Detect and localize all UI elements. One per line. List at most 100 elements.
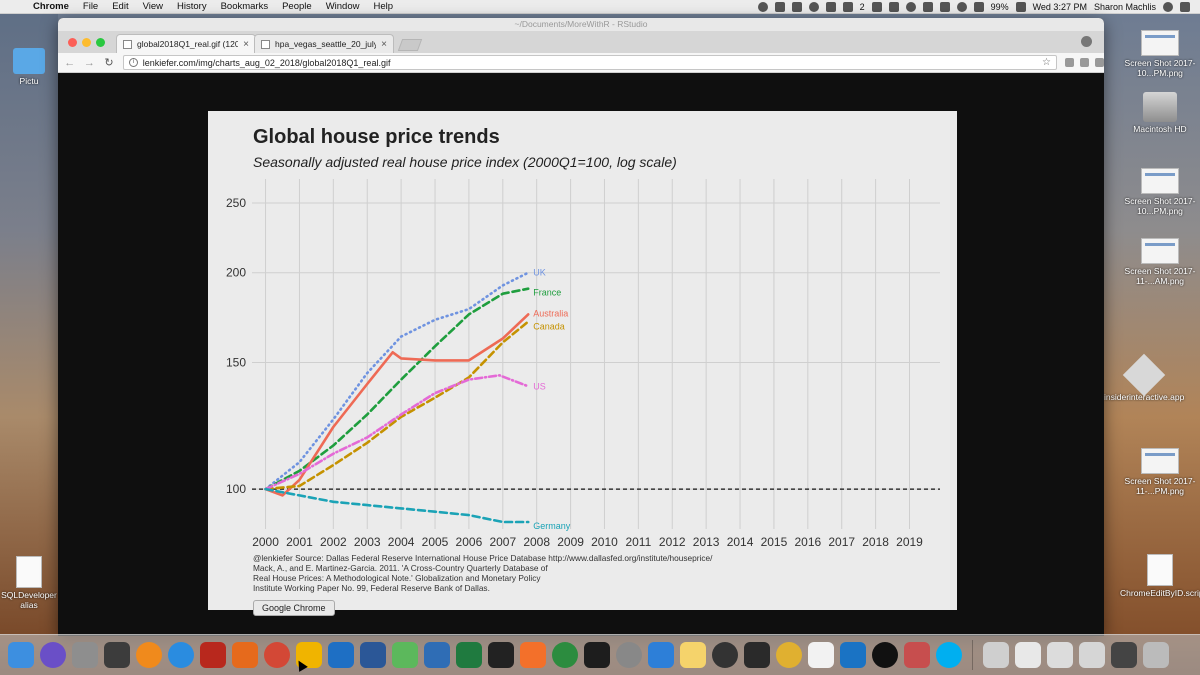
menu-file[interactable]: File <box>82 1 99 12</box>
filezilla-icon[interactable] <box>200 642 226 668</box>
desktop-item-sqldeveloper[interactable]: SQLDeveloper alias <box>0 556 58 610</box>
atom-icon[interactable] <box>392 642 418 668</box>
close-window-button[interactable] <box>68 38 77 47</box>
chrome-canary-icon[interactable] <box>776 642 802 668</box>
folder-icon[interactable] <box>1079 642 1105 668</box>
launchpad-icon[interactable] <box>72 642 98 668</box>
mail-icon[interactable] <box>842 1 853 12</box>
desktop-item-macintosh-hd[interactable]: Macintosh HD <box>1120 92 1200 134</box>
menu-bookmarks[interactable]: Bookmarks <box>220 1 269 12</box>
bookmark-star-icon[interactable]: ☆ <box>1042 57 1051 68</box>
desktop-item-insiderinteractive[interactable]: insiderinteractive.app <box>1104 353 1184 402</box>
status-app-icon[interactable] <box>808 1 819 12</box>
desktop-item-screenshot[interactable]: Screen Shot 2017-11-...PM.png <box>1120 448 1200 496</box>
menu-history[interactable]: History <box>177 1 207 12</box>
desktop-item-screenshot[interactable]: Screen Shot 2017-10...PM.png <box>1120 168 1200 216</box>
wifi-icon[interactable] <box>956 1 967 12</box>
display-icon[interactable] <box>1111 642 1137 668</box>
ie-icon[interactable] <box>840 642 866 668</box>
airplay-icon[interactable] <box>922 1 933 12</box>
user-name[interactable]: Sharon Machlis <box>1093 1 1156 12</box>
notes-icon[interactable] <box>680 642 706 668</box>
desktop-item-pictures[interactable]: Pictu <box>4 48 54 86</box>
tab-hpa-vegas-seattle[interactable]: hpa_vegas_seattle_20_july2018 × <box>254 34 394 53</box>
extension-icon[interactable] <box>1064 58 1074 67</box>
back-arrow-icon[interactable]: ← <box>64 56 76 69</box>
finder-icon[interactable] <box>8 642 34 668</box>
reload-icon[interactable]: ↻ <box>104 57 114 69</box>
address-bar-url[interactable]: lenkiefer.com/img/charts_aug_02_2018/glo… <box>142 57 391 68</box>
console-icon[interactable] <box>744 642 770 668</box>
notification-center-icon[interactable] <box>1180 1 1190 12</box>
spotlight-icon[interactable] <box>1163 1 1173 12</box>
mission-control-icon[interactable] <box>104 642 130 668</box>
menu-window[interactable]: Window <box>325 1 360 12</box>
outlook-icon[interactable] <box>328 642 354 668</box>
downloads-icon[interactable] <box>983 642 1009 668</box>
tab-close-icon[interactable]: × <box>243 38 249 50</box>
safari-icon[interactable] <box>168 642 194 668</box>
x-tick-label: 2012 <box>659 535 686 549</box>
excel-icon[interactable] <box>456 642 482 668</box>
firefox-icon[interactable] <box>232 642 258 668</box>
clock[interactable]: Wed 3:27 PM <box>1032 1 1087 12</box>
zoom-window-button[interactable] <box>96 38 105 47</box>
tab-close-icon[interactable]: × <box>381 38 387 50</box>
address-bar[interactable]: i lenkiefer.com/img/charts_aug_02_2018/g… <box>122 55 1057 70</box>
sublime-icon[interactable] <box>520 642 546 668</box>
desktop-item-chrome-edit-script[interactable]: ChromeEditByID.script <box>1120 554 1200 598</box>
series-line-australia <box>264 313 530 497</box>
info-icon[interactable]: i <box>128 58 138 67</box>
battery-percent[interactable]: 99% <box>990 1 1009 12</box>
chrome-icon[interactable] <box>264 642 290 668</box>
activity-monitor-icon[interactable] <box>584 642 610 668</box>
menu-app-chrome[interactable]: Chrome <box>33 1 69 12</box>
x-tick-label: 2002 <box>320 535 347 549</box>
extension-icon[interactable] <box>1079 58 1089 67</box>
vlc-icon[interactable] <box>136 642 162 668</box>
chrome-menu-icon[interactable] <box>1094 58 1104 67</box>
status-app-icon[interactable] <box>825 1 836 12</box>
status-app-icon[interactable] <box>757 1 768 12</box>
word-icon[interactable] <box>360 642 386 668</box>
skype-icon[interactable] <box>936 642 962 668</box>
battery-icon[interactable] <box>1015 1 1026 12</box>
r-icon[interactable] <box>424 642 450 668</box>
chrome-window: ~/Documents/MoreWithR - RStudio global20… <box>58 18 1104 636</box>
bluetooth-icon[interactable] <box>939 1 950 12</box>
siri-icon[interactable] <box>40 642 66 668</box>
menu-people[interactable]: People <box>282 1 312 12</box>
obs-icon[interactable] <box>872 642 898 668</box>
terminal-icon[interactable] <box>488 642 514 668</box>
time-machine-status-icon[interactable] <box>905 1 916 12</box>
volume-icon[interactable] <box>973 1 984 12</box>
forward-arrow-icon[interactable]: → <box>83 56 95 69</box>
app-store-icon[interactable] <box>648 642 674 668</box>
time-machine-icon[interactable] <box>552 642 578 668</box>
status-app-icon[interactable] <box>774 1 785 12</box>
status-app-icon[interactable] <box>871 1 882 12</box>
wunderlist-icon[interactable] <box>296 642 322 668</box>
status-app-icon[interactable] <box>888 1 899 12</box>
desktop-item-screenshot[interactable]: Screen Shot 2017-11-...AM.png <box>1120 238 1200 286</box>
menu-edit[interactable]: Edit <box>112 1 129 12</box>
status-app-icon[interactable] <box>791 1 802 12</box>
rpi-icon[interactable] <box>904 642 930 668</box>
profile-icon[interactable] <box>1081 36 1092 47</box>
documents-icon[interactable] <box>1015 642 1041 668</box>
textedit-icon[interactable] <box>808 642 834 668</box>
trash-icon[interactable] <box>1143 642 1169 668</box>
menu-help[interactable]: Help <box>373 1 394 12</box>
new-tab-button[interactable] <box>397 39 423 51</box>
desktop-item-label: Screen Shot 2017-10...PM.png <box>1124 196 1196 216</box>
x-tick-label: 2014 <box>727 535 754 549</box>
desktop-item-screenshot[interactable]: Screen Shot 2017-10...PM.png <box>1120 30 1200 78</box>
world-clock-icon[interactable] <box>712 642 738 668</box>
x-tick-label: 2007 <box>489 535 516 549</box>
system-preferences-icon[interactable] <box>616 642 642 668</box>
minimize-window-button[interactable] <box>82 38 91 47</box>
menu-view[interactable]: View <box>142 1 164 12</box>
screenshots-icon[interactable] <box>1047 642 1073 668</box>
